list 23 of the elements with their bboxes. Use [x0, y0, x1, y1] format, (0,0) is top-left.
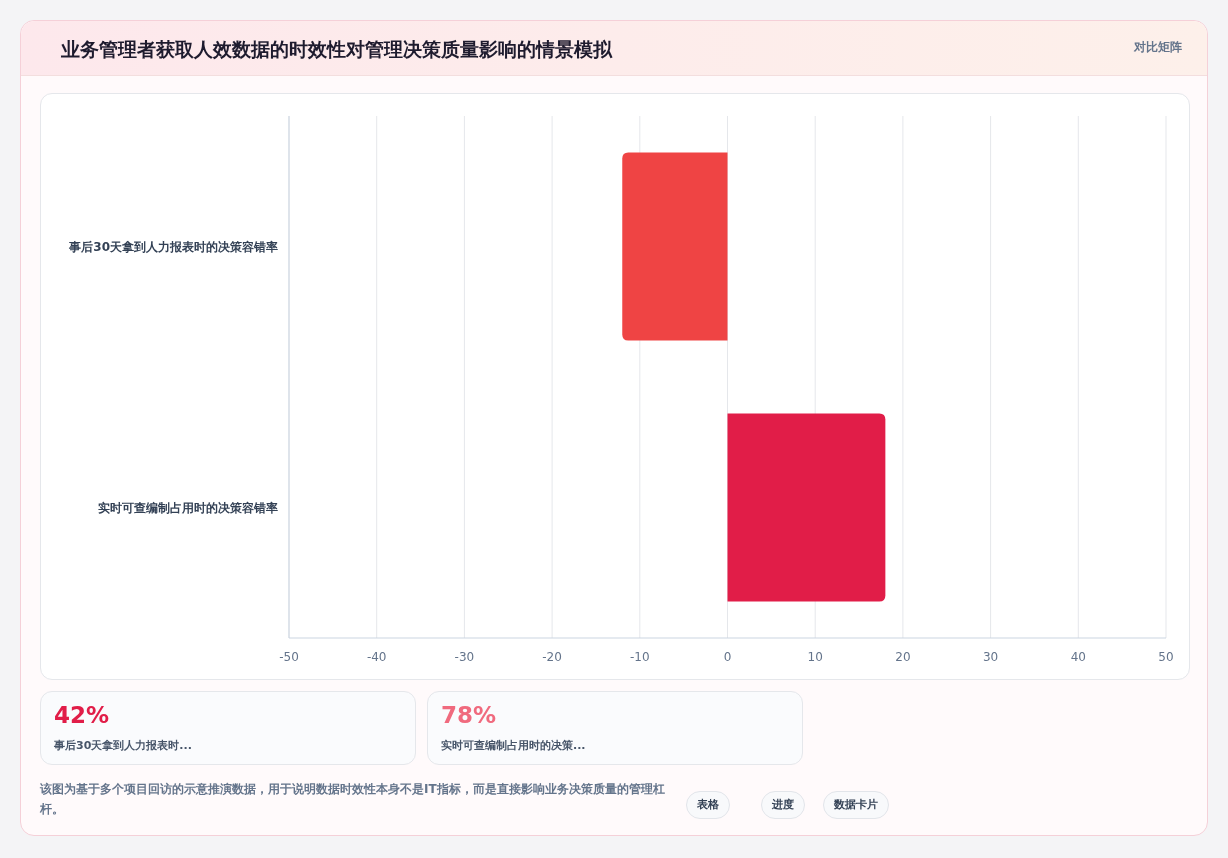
text: 该图为基于多个项目回访的示意推演数据，用于说明数据时效性本身不是IT指标，而是直接影响业务决策质量的管理杠杆。 — [40, 781, 666, 818]
x-tick-label: -30 — [454, 650, 475, 664]
x-tick-label: -20 — [542, 650, 562, 664]
y-tick-label: 实时可查编制占用时的决策容错率 — [98, 500, 278, 515]
x-tick-label: 40 — [1070, 650, 1086, 664]
text: 对比矩阵 — [1134, 39, 1182, 56]
x-tick-label: 20 — [895, 650, 911, 664]
text: 表格 — [686, 791, 730, 819]
text: 事后30天拿到人力报表时... — [54, 738, 192, 753]
text: 数据卡片 — [823, 791, 889, 819]
text: 42% — [54, 702, 110, 728]
x-tick-label: 0 — [723, 650, 732, 664]
x-tick-label: 10 — [807, 650, 823, 664]
x-tick-label: -50 — [279, 650, 299, 664]
x-tick-label: 50 — [1158, 650, 1174, 664]
text: 78% — [441, 702, 497, 728]
x-tick-label: -10 — [630, 650, 650, 664]
text: 进度 — [761, 791, 805, 819]
chart-title: 业务管理者获取人效数据的时效性对管理决策质量影响的情景模拟 — [61, 37, 612, 62]
x-tick-label: -40 — [366, 650, 387, 664]
text: 实时可查编制占用时的决策... — [441, 738, 586, 753]
x-tick-label: 30 — [982, 650, 999, 664]
y-tick-label: 事后30天拿到人力报表时的决策容错率 — [68, 239, 278, 254]
